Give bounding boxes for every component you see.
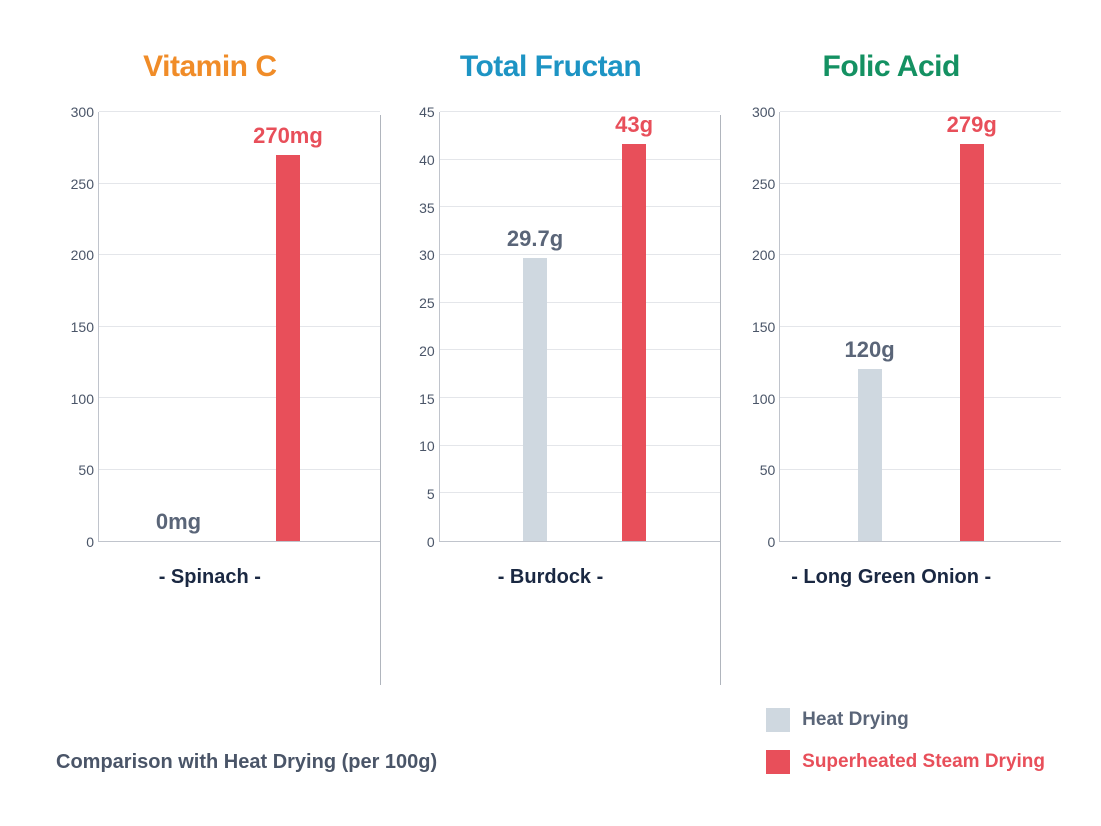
bars-group: 0mg 270mg	[99, 112, 380, 541]
y-tick-label: 200	[743, 247, 779, 263]
y-tick-label: 300	[743, 104, 779, 120]
bar-group: 43g	[615, 112, 653, 541]
y-tick-label: 250	[62, 176, 98, 192]
y-tick: 0	[403, 534, 439, 550]
plot-area: 0mg 270mg	[98, 112, 380, 542]
chart-panel: Total Fructan 0 5 10 15 20 25 30 35 40 45 29.7g 43g -…	[381, 50, 721, 685]
y-tick: 0	[62, 534, 98, 550]
y-tick: 50	[743, 462, 779, 478]
legend-label: Heat Drying	[802, 709, 909, 731]
bars-group: 120g 279g	[780, 112, 1061, 541]
bar-value-label: 0mg	[156, 509, 201, 535]
y-tick-label: 150	[62, 319, 98, 335]
y-tick-label: 50	[62, 462, 98, 478]
y-tick: 15	[403, 391, 439, 407]
y-tick-label: 40	[403, 152, 439, 168]
bar-group: 279g	[947, 112, 997, 541]
y-tick: 10	[403, 438, 439, 454]
y-tick: 150	[62, 319, 98, 335]
chart-title: Vitamin C	[143, 50, 276, 84]
bar	[960, 144, 984, 541]
y-tick: 100	[743, 391, 779, 407]
y-tick-label: 250	[743, 176, 779, 192]
y-tick-label: 20	[403, 343, 439, 359]
y-tick: 100	[62, 391, 98, 407]
bar	[622, 144, 646, 541]
chart-title: Total Fructan	[460, 50, 641, 84]
bar-group: 29.7g	[507, 112, 563, 541]
y-axis: 050100150200250300	[743, 112, 779, 542]
x-axis-label: - Long Green Onion -	[791, 566, 991, 589]
chart-area: 0501001502002503000mg270mg	[40, 112, 380, 542]
y-tick-label: 0	[743, 534, 779, 550]
y-tick-label: 5	[403, 486, 439, 502]
y-tick: 30	[403, 247, 439, 263]
y-tick: 300	[743, 104, 779, 120]
y-tick: 50	[62, 462, 98, 478]
chart-area: 05101520253035404529.7g43g	[381, 112, 721, 542]
y-tick: 200	[743, 247, 779, 263]
footer-caption: Comparison with Heat Drying (per 100g)	[56, 751, 437, 774]
y-tick: 250	[743, 176, 779, 192]
y-tick-label: 25	[403, 295, 439, 311]
footer: Comparison with Heat Drying (per 100g) H…	[0, 708, 1101, 774]
bar	[858, 369, 882, 541]
legend-label: Superheated Steam Drying	[802, 751, 1045, 773]
y-tick-label: 150	[743, 319, 779, 335]
y-tick: 200	[62, 247, 98, 263]
y-tick-label: 0	[62, 534, 98, 550]
x-axis-label: - Burdock -	[498, 566, 604, 589]
y-tick: 300	[62, 104, 98, 120]
y-tick: 35	[403, 200, 439, 216]
legend-item: Heat Drying	[766, 708, 909, 732]
y-tick-label: 200	[62, 247, 98, 263]
y-tick-label: 35	[403, 200, 439, 216]
y-axis: 051015202530354045	[403, 112, 439, 542]
bar-group: 0mg	[156, 112, 201, 541]
y-tick: 250	[62, 176, 98, 192]
bar-group: 270mg	[253, 112, 323, 541]
bar-value-label: 279g	[947, 112, 997, 138]
chart-title: Folic Acid	[823, 50, 960, 84]
y-tick-label: 300	[62, 104, 98, 120]
y-tick: 0	[743, 534, 779, 550]
y-tick-label: 0	[403, 534, 439, 550]
legend-swatch	[766, 708, 790, 732]
chart-panel: Folic Acid 0 50 100 150 200 250 300 120g 279g - Lo…	[721, 50, 1061, 685]
y-tick-label: 10	[403, 438, 439, 454]
plot-area: 120g 279g	[779, 112, 1061, 542]
legend-swatch	[766, 750, 790, 774]
bar-value-label: 120g	[845, 337, 895, 363]
chart-panel: Vitamin C 0 50 100 150 200 250 300 0mg 270mg - Spi…	[40, 50, 380, 685]
y-tick: 40	[403, 152, 439, 168]
y-tick: 20	[403, 343, 439, 359]
y-tick: 25	[403, 295, 439, 311]
x-axis-label: - Spinach -	[159, 566, 261, 589]
y-tick-label: 30	[403, 247, 439, 263]
y-tick-label: 45	[403, 104, 439, 120]
bar-value-label: 43g	[615, 112, 653, 138]
bars-group: 29.7g 43g	[440, 112, 721, 541]
bar	[523, 258, 547, 541]
y-tick-label: 50	[743, 462, 779, 478]
chart-area: 050100150200250300120g279g	[721, 112, 1061, 542]
y-tick: 45	[403, 104, 439, 120]
y-tick-label: 100	[743, 391, 779, 407]
bar-value-label: 270mg	[253, 123, 323, 149]
y-axis: 050100150200250300	[62, 112, 98, 542]
y-tick-label: 15	[403, 391, 439, 407]
charts-container: Vitamin C0501001502002503000mg270mg- Spi…	[0, 0, 1101, 685]
bar-group: 120g	[845, 112, 895, 541]
bar-value-label: 29.7g	[507, 226, 563, 252]
bar	[276, 155, 300, 541]
plot-area: 29.7g 43g	[439, 112, 721, 542]
y-tick: 5	[403, 486, 439, 502]
legend-item: Superheated Steam Drying	[766, 750, 1045, 774]
y-tick: 150	[743, 319, 779, 335]
legend: Heat Drying Superheated Steam Drying	[766, 708, 1045, 774]
y-tick-label: 100	[62, 391, 98, 407]
